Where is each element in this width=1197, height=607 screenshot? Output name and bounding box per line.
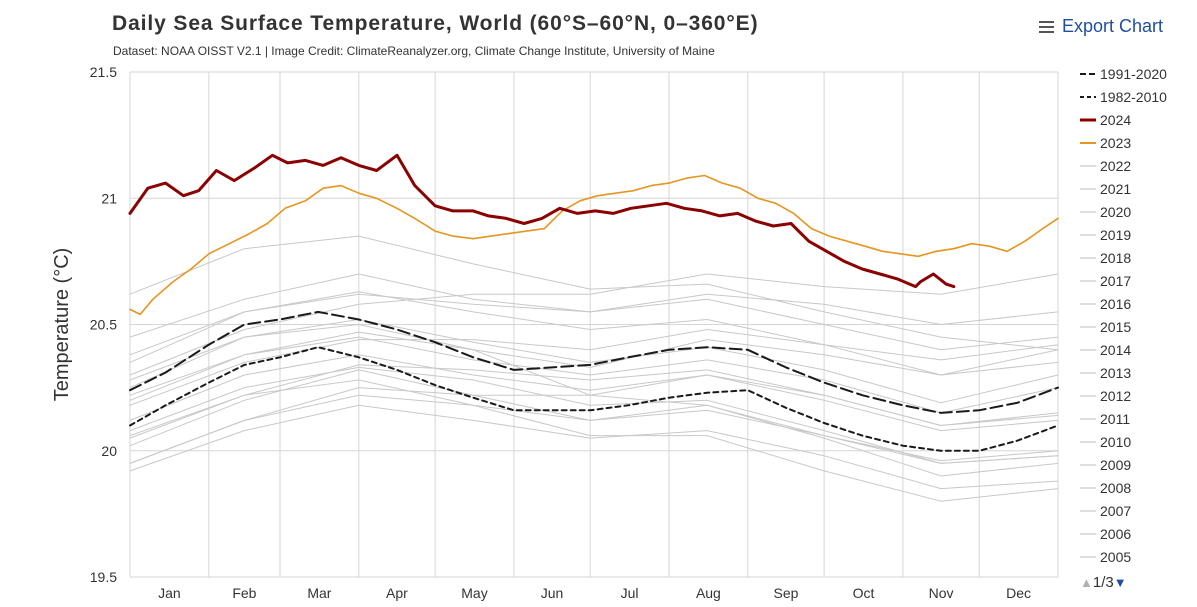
y-tick-label: 19.5 xyxy=(90,569,117,585)
x-tick-label: Sep xyxy=(773,585,798,601)
y-axis-label: Temperature (°C) xyxy=(51,248,73,402)
series-line-2023[interactable] xyxy=(129,174,1059,316)
legend-label: 2011 xyxy=(1100,411,1130,427)
legend-item-2021[interactable]: 2021 xyxy=(1080,181,1131,197)
legend-item-2023[interactable]: 2023 xyxy=(1080,135,1131,151)
legend-pager: ▲1/3▼ xyxy=(1080,574,1127,591)
triangle-up-icon[interactable]: ▲ xyxy=(1080,575,1093,590)
legend-label: 2013 xyxy=(1100,365,1131,381)
x-tick-label: Feb xyxy=(232,585,256,601)
x-axis: Jan Feb Mar Apr May Jun Jul Aug Sep Oct Nov Dec xyxy=(158,585,1031,601)
legend-label: 2008 xyxy=(1100,480,1131,496)
legend-item-2007[interactable]: 2007 xyxy=(1080,503,1131,519)
legend-item-2015[interactable]: 2015 xyxy=(1080,319,1131,335)
legend-label: 2024 xyxy=(1100,112,1131,128)
legend-item-1982-2010[interactable]: 1982-2010 xyxy=(1080,89,1167,105)
legend-item-2010[interactable]: 2010 xyxy=(1080,434,1131,450)
x-tick-label: Jun xyxy=(541,585,564,601)
legend-item-2014[interactable]: 2014 xyxy=(1080,342,1131,358)
x-tick-label: Dec xyxy=(1006,585,1031,601)
legend-label: 2015 xyxy=(1100,319,1131,335)
legend-item-2019[interactable]: 2019 xyxy=(1080,227,1131,243)
chart-legend: 1991-2020 1982-2010 2024 2023 2022 2021 2020 20… xyxy=(1080,66,1167,565)
x-tick-label: Jul xyxy=(621,585,639,601)
x-tick-label: Jan xyxy=(158,585,181,601)
x-tick-label: Mar xyxy=(307,585,331,601)
legend-item-2016[interactable]: 2016 xyxy=(1080,296,1131,312)
legend-item-2011[interactable]: 2011 xyxy=(1080,411,1130,427)
series-line-2010[interactable] xyxy=(129,324,1059,477)
legend-item-2012[interactable]: 2012 xyxy=(1080,388,1131,404)
y-tick-label: 21 xyxy=(101,190,117,206)
legend-label: 2023 xyxy=(1100,135,1131,151)
legend-label: 2009 xyxy=(1100,457,1131,473)
series-line-2022[interactable] xyxy=(129,336,1059,414)
series-line-1982-2010[interactable] xyxy=(129,346,1059,452)
series-line-2015[interactable] xyxy=(129,273,1059,376)
x-tick-label: Apr xyxy=(386,585,408,601)
legend-label: 2021 xyxy=(1100,181,1131,197)
legend-item-2017[interactable]: 2017 xyxy=(1080,273,1131,289)
chart-title: Daily Sea Surface Temperature, World (60… xyxy=(112,12,759,35)
series-line-2006[interactable] xyxy=(129,394,1059,464)
series-line-2024[interactable] xyxy=(128,153,956,289)
legend-label: 2017 xyxy=(1100,273,1131,289)
series-line-2005[interactable] xyxy=(129,366,1059,464)
legend-label: 2007 xyxy=(1100,503,1131,519)
legend-label: 2020 xyxy=(1100,204,1131,220)
legend-label: 2012 xyxy=(1100,388,1131,404)
legend-label: 2019 xyxy=(1100,227,1131,243)
legend-label: 2016 xyxy=(1100,296,1131,312)
legend-item-2006[interactable]: 2006 xyxy=(1080,526,1131,542)
legend-label: 2018 xyxy=(1100,250,1131,266)
legend-pager-text: 1/3 xyxy=(1092,574,1114,591)
series-line-2016[interactable] xyxy=(129,235,1059,351)
series-line-2019[interactable] xyxy=(129,293,1059,363)
y-axis: 19.5 20 20.5 21 21.5 Temperature (°C) xyxy=(51,64,117,585)
legend-item-2018[interactable]: 2018 xyxy=(1080,250,1131,266)
legend-item-2009[interactable]: 2009 xyxy=(1080,457,1131,473)
chart-subtitle: Dataset: NOAA OISST V2.1 | Image Credit:… xyxy=(113,44,715,58)
series-line-2018[interactable] xyxy=(129,331,1059,401)
legend-item-2013[interactable]: 2013 xyxy=(1080,365,1131,381)
legend-label: 2014 xyxy=(1100,342,1131,358)
series-line-2009[interactable] xyxy=(129,374,1059,464)
legend-item-2022[interactable]: 2022 xyxy=(1080,158,1131,174)
y-tick-label: 20.5 xyxy=(90,317,117,333)
y-tick-label: 21.5 xyxy=(90,64,117,80)
legend-item-2020[interactable]: 2020 xyxy=(1080,204,1131,220)
legend-label: 1982-2010 xyxy=(1100,89,1167,105)
chart-grid xyxy=(129,71,1059,578)
x-tick-label: Oct xyxy=(853,585,875,601)
export-chart-button[interactable]: Export Chart xyxy=(1039,16,1163,37)
series-line-2012[interactable] xyxy=(129,364,1059,437)
series-line-2007[interactable] xyxy=(129,379,1059,502)
x-tick-label: May xyxy=(461,585,487,601)
hamburger-menu-icon xyxy=(1039,21,1054,33)
export-chart-label: Export Chart xyxy=(1062,16,1164,36)
legend-label: 2022 xyxy=(1100,158,1131,174)
legend-label: 2005 xyxy=(1100,549,1131,565)
series-line-2021[interactable] xyxy=(129,319,1059,404)
x-tick-label: Aug xyxy=(696,585,721,601)
legend-item-2008[interactable]: 2008 xyxy=(1080,480,1131,496)
series-line-1991-2020[interactable] xyxy=(129,310,1059,414)
legend-item-2005[interactable]: 2005 xyxy=(1080,549,1131,565)
chart-lines xyxy=(128,153,1059,502)
legend-label: 2006 xyxy=(1100,526,1131,542)
series-line-2008[interactable] xyxy=(129,404,1059,490)
series-line-2014[interactable] xyxy=(129,329,1059,406)
triangle-down-icon[interactable]: ▼ xyxy=(1113,575,1127,590)
legend-label: 2010 xyxy=(1100,434,1131,450)
legend-item-1991-2020[interactable]: 1991-2020 xyxy=(1080,66,1167,82)
series-line-2017[interactable] xyxy=(129,291,1059,376)
legend-item-2024[interactable]: 2024 xyxy=(1080,112,1131,128)
y-tick-label: 20 xyxy=(101,443,117,459)
x-tick-label: Nov xyxy=(929,585,954,601)
legend-label: 1991-2020 xyxy=(1100,66,1167,82)
